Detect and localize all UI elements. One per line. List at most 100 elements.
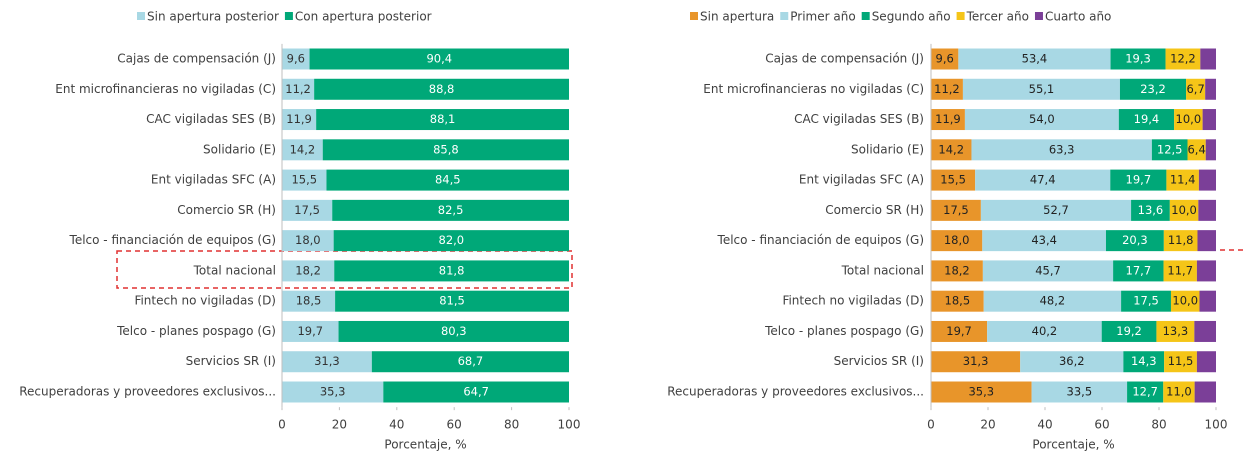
value-label: 10,0	[1171, 203, 1197, 217]
legend-swatch	[1034, 12, 1043, 20]
value-label: 9,6	[936, 52, 954, 66]
value-label: 11,2	[285, 82, 311, 96]
category-label: Solidario (E)	[203, 142, 276, 156]
category-label: CAC vigiladas SES (B)	[794, 112, 924, 126]
bar-segment	[282, 199, 333, 221]
category-label: Ent vigiladas SFC (A)	[799, 173, 924, 187]
bar-segment	[1156, 320, 1195, 342]
value-label: 36,2	[1059, 354, 1085, 368]
value-label: 33,5	[1067, 385, 1093, 399]
bar-segment	[1118, 109, 1175, 131]
bar-segment	[316, 109, 569, 131]
value-label: 10,0	[1176, 112, 1202, 126]
category-label: Cajas de compensación (J)	[117, 52, 276, 66]
bar-segment	[282, 290, 336, 312]
value-label: 18,2	[944, 263, 970, 277]
x-tick-label: 100	[1205, 418, 1228, 432]
value-label: 82,5	[438, 203, 464, 217]
value-label: 88,8	[429, 82, 455, 96]
legend-swatch	[956, 12, 965, 20]
bar-segment	[1199, 290, 1216, 312]
value-label: 19,7	[946, 324, 972, 338]
bar-segment	[931, 139, 972, 161]
bar-segment	[1121, 290, 1171, 312]
bar-segment	[1196, 260, 1216, 282]
bar-segment	[1174, 109, 1203, 131]
bar-segment	[931, 351, 1021, 373]
category-label: CAC vigiladas SES (B)	[146, 112, 276, 126]
value-label: 23,2	[1140, 82, 1166, 96]
bar-segment	[1163, 381, 1195, 403]
bar-segment	[1123, 351, 1165, 373]
value-label: 88,1	[430, 112, 456, 126]
x-axis-title: Porcentaje, %	[384, 438, 466, 452]
x-tick-label: 0	[927, 418, 935, 432]
bar-segment	[371, 351, 569, 373]
bar-segment	[282, 381, 384, 403]
bar-segment	[1170, 290, 1200, 312]
legend-swatch	[780, 12, 789, 20]
bar-segment	[282, 260, 335, 282]
value-label: 17,5	[1133, 294, 1159, 308]
bar-segment	[282, 48, 310, 70]
bar-segment	[282, 230, 334, 252]
bar-segment	[314, 78, 569, 100]
value-label: 11,7	[1167, 263, 1193, 277]
category-label: Fintech no vigiladas (D)	[134, 294, 276, 308]
value-label: 12,5	[1157, 142, 1183, 156]
legend-swatch	[137, 12, 145, 20]
value-label: 17,5	[943, 203, 969, 217]
value-label: 35,3	[320, 385, 346, 399]
bar-segment	[964, 109, 1119, 131]
value-label: 14,2	[290, 142, 316, 156]
legend-swatch	[861, 12, 870, 20]
legend-label: Cuarto año	[1045, 10, 1111, 24]
category-label: Comercio SR (H)	[825, 203, 924, 217]
bar-segment	[1196, 351, 1216, 373]
x-tick-label: 100	[558, 418, 581, 432]
bar-segment	[334, 260, 569, 282]
x-tick-label: 60	[1094, 418, 1109, 432]
bar-segment	[1169, 199, 1199, 221]
category-label: Cajas de compensación (J)	[765, 52, 924, 66]
value-label: 31,3	[314, 354, 340, 368]
category-label: Recuperadoras y proveedores exclusivos..…	[19, 385, 276, 399]
legend-label: Segundo año	[872, 10, 951, 24]
bar-segment	[1205, 78, 1216, 100]
bar-segment	[282, 78, 315, 100]
legend-label: Tercer año	[966, 10, 1029, 24]
bar-segment	[962, 78, 1120, 100]
category-label: Telco - financiación de equipos (G)	[69, 233, 276, 247]
x-tick-label: 40	[389, 418, 404, 432]
value-label: 18,5	[945, 294, 971, 308]
value-label: 31,3	[963, 354, 989, 368]
x-tick-label: 0	[278, 418, 286, 432]
bar-segment	[931, 290, 984, 312]
value-label: 13,3	[1163, 324, 1189, 338]
bar-segment	[1031, 381, 1128, 403]
value-label: 63,3	[1049, 142, 1075, 156]
bar-segment	[282, 139, 323, 161]
legend-label: Sin apertura posterior	[147, 10, 279, 24]
bar-segment	[338, 320, 569, 342]
x-tick-label: 20	[980, 418, 995, 432]
bar-segment	[931, 260, 983, 282]
legend-swatch	[690, 12, 698, 20]
value-label: 11,9	[935, 112, 961, 126]
bar-segment	[982, 260, 1114, 282]
category-label: Telco - planes pospago (G)	[116, 324, 276, 338]
legend-label: Primer año	[790, 10, 855, 24]
value-label: 55,1	[1029, 82, 1055, 96]
bar-segment	[1110, 48, 1166, 70]
bar-segment	[326, 169, 569, 191]
value-label: 19,4	[1134, 112, 1160, 126]
bar-segment	[1166, 169, 1199, 191]
value-label: 11,5	[1168, 354, 1194, 368]
value-label: 6,7	[1186, 82, 1204, 96]
bar-segment	[982, 230, 1106, 252]
value-label: 68,7	[458, 354, 484, 368]
x-axis-title: Porcentaje, %	[1032, 438, 1114, 452]
bar-segment	[931, 78, 963, 100]
value-label: 45,7	[1035, 263, 1061, 277]
x-tick-label: 80	[1151, 418, 1166, 432]
